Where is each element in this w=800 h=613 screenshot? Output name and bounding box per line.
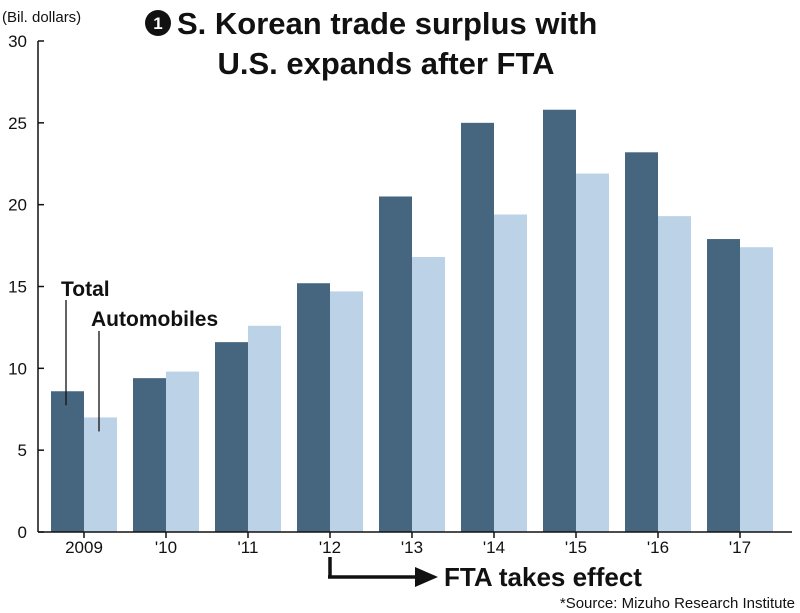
x-tick-label: '17 — [729, 538, 751, 557]
bars — [51, 109, 773, 533]
bar-automobiles-6 — [576, 173, 609, 532]
bar-automobiles-3 — [330, 291, 363, 532]
title-number: 1 — [153, 14, 162, 33]
bar-automobiles-0 — [84, 417, 117, 532]
bar-total-4 — [379, 196, 412, 532]
y-tick-label: 30 — [8, 32, 27, 51]
y-axis-unit-label: (Bil. dollars) — [2, 9, 81, 26]
fta-annotation: FTA takes effect — [328, 557, 642, 592]
series-label-automobiles: Automobiles — [91, 308, 218, 331]
x-tick-label: 2009 — [65, 538, 103, 557]
series-label-total: Total — [61, 278, 110, 301]
title-line-1: S. Korean trade surplus with — [177, 6, 597, 41]
x-tick-label: '16 — [647, 538, 669, 557]
x-tick-label: '14 — [483, 538, 505, 557]
y-tick-label: 5 — [18, 441, 27, 460]
source-note: *Source: Mizuho Research Institute — [560, 595, 795, 612]
bar-total-1 — [133, 378, 166, 532]
bar-automobiles-7 — [658, 216, 691, 532]
y-tick-label: 20 — [8, 196, 27, 215]
fta-annotation-text: FTA takes effect — [444, 562, 642, 592]
fta-arrowhead — [415, 567, 438, 587]
y-axis: 0 5 10 15 20 25 30 — [8, 32, 44, 542]
bar-total-7 — [625, 152, 658, 532]
bar-total-6 — [543, 109, 576, 533]
bar-automobiles-8 — [740, 247, 773, 532]
y-tick-label: 10 — [8, 359, 27, 378]
y-tick-label: 0 — [18, 523, 27, 542]
bar-automobiles-4 — [412, 257, 445, 532]
x-tick-label: '15 — [565, 538, 587, 557]
x-axis: 2009 '10 '11 '12 '13 '14 '15 '16 '17 — [38, 531, 792, 557]
x-tick-label: '10 — [155, 538, 177, 557]
bar-total-5 — [461, 122, 494, 532]
y-tick-label: 25 — [8, 114, 27, 133]
bar-automobiles-1 — [166, 371, 199, 532]
title-line-2: U.S. expands after FTA — [217, 46, 554, 81]
chart-title: 1 S. Korean trade surplus with U.S. expa… — [145, 6, 597, 81]
x-tick-label: '11 — [238, 538, 259, 557]
bar-total-2 — [215, 342, 248, 532]
x-tick-label: '13 — [401, 538, 423, 557]
bar-total-8 — [707, 239, 740, 532]
bar-automobiles-2 — [248, 325, 281, 532]
bar-total-3 — [297, 283, 330, 532]
bar-automobiles-5 — [494, 214, 527, 532]
x-tick-label: '12 — [319, 538, 341, 557]
bar-total-0 — [51, 391, 84, 532]
y-tick-label: 15 — [8, 278, 27, 297]
series-labels: Total Automobiles — [61, 278, 218, 432]
title-number-badge — [145, 10, 171, 36]
